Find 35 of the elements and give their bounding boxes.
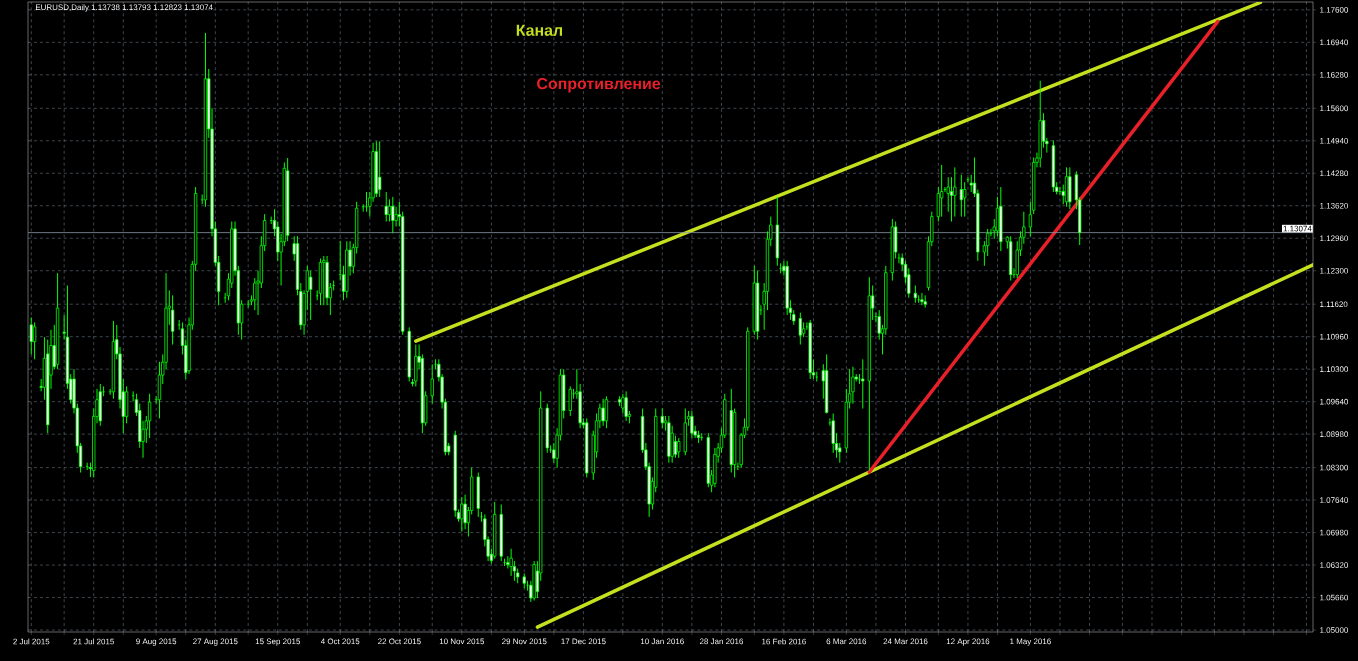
candlestick <box>897 253 901 264</box>
candlestick <box>604 395 609 429</box>
candlestick <box>673 435 678 459</box>
candlestick <box>798 312 802 346</box>
candlestick <box>959 174 964 218</box>
candlestick <box>949 176 954 223</box>
candlestick <box>953 166 957 218</box>
candlestick <box>966 176 970 183</box>
candlestick <box>700 432 704 442</box>
candlestick <box>963 181 967 218</box>
candlestick <box>361 203 365 213</box>
candlestick <box>831 412 835 454</box>
candlestick <box>32 321 37 360</box>
candlestick <box>384 191 388 223</box>
candlestick <box>170 294 175 346</box>
candlestick <box>394 206 398 227</box>
candlestick <box>391 196 395 234</box>
candlestick <box>778 262 783 274</box>
candlestick <box>660 408 664 429</box>
candlestick <box>387 198 392 223</box>
candlestick <box>568 385 572 417</box>
candlestick <box>1058 186 1062 195</box>
candlestick <box>246 299 250 309</box>
candlestick <box>430 363 434 405</box>
candlestick <box>670 425 674 464</box>
candlestick <box>677 437 681 459</box>
text: Канал <box>516 24 563 36</box>
text: Сопротивление <box>537 77 661 93</box>
candlestick <box>147 393 152 439</box>
candlestick <box>308 270 313 321</box>
candlestick <box>601 398 605 427</box>
candlestick <box>940 164 944 218</box>
candlestick <box>378 140 382 198</box>
candlestick <box>920 292 924 306</box>
candlestick <box>364 191 369 213</box>
